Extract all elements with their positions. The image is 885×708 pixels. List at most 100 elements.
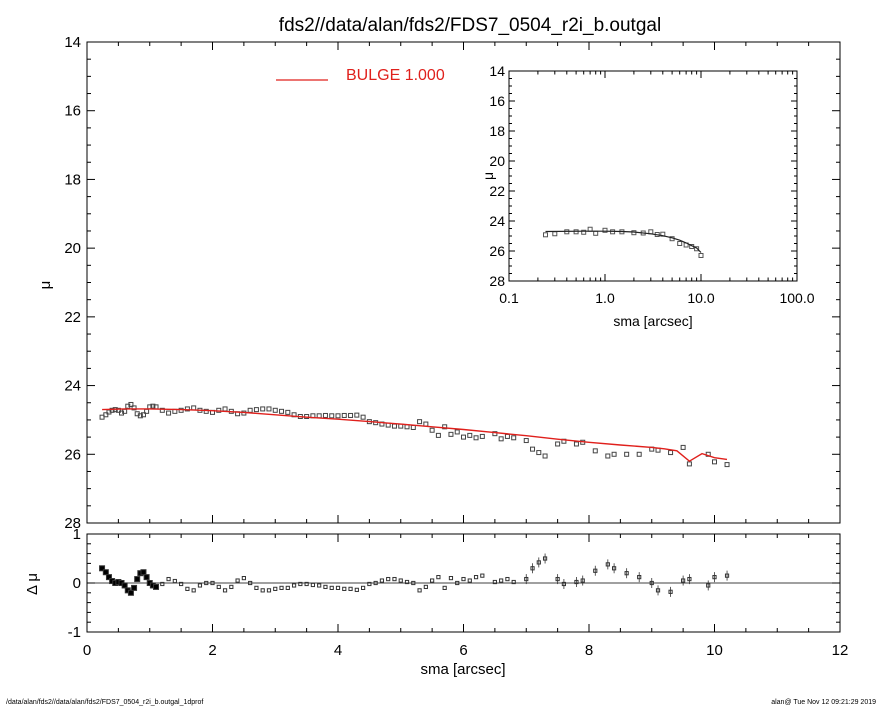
residual-point	[153, 583, 160, 590]
inset-ytick-label: 20	[489, 153, 505, 169]
data-point	[260, 406, 266, 412]
data-point	[348, 412, 354, 418]
data-point	[573, 441, 579, 447]
inset-point	[602, 227, 608, 233]
data-point	[530, 446, 536, 452]
main-ytick-label: 14	[64, 34, 81, 51]
data-point	[417, 419, 423, 425]
residual-point	[204, 580, 209, 586]
residual-point	[291, 583, 297, 588]
residual-point	[160, 581, 165, 587]
data-point	[498, 436, 504, 442]
residual-point	[411, 580, 416, 586]
data-point	[605, 453, 611, 459]
inset-ytick-label: 28	[489, 273, 505, 289]
legend-label: BULGE 1.000	[346, 67, 445, 84]
residual-point	[229, 584, 234, 590]
main-ytick-label: 24	[64, 378, 81, 395]
residual-x-axis-label: sma [arcsec]	[420, 661, 505, 678]
chart-title: fds2//data/alan/fds2/FDS7_0504_r2i_b.out…	[279, 15, 661, 36]
residual-point	[260, 588, 265, 593]
residual-point	[335, 585, 341, 590]
residual-point	[241, 576, 246, 581]
main-y-axis-label: μ	[37, 281, 54, 290]
inset-panel: 14 16 18 20 22 24 26 280.1 1.0 10.0 100.0 μ sma [a…	[480, 63, 815, 329]
residual-point	[172, 578, 177, 584]
residual-point	[361, 585, 366, 590]
data-point	[511, 435, 517, 441]
data-point	[316, 413, 322, 419]
inset-point	[694, 246, 700, 252]
residual-point	[417, 588, 422, 593]
main-ytick-label: 16	[64, 103, 81, 120]
residual-point	[473, 575, 479, 580]
data-point	[253, 407, 259, 413]
residual-point	[505, 576, 510, 582]
data-point	[341, 412, 347, 418]
residual-point	[273, 586, 278, 591]
data-point	[523, 438, 529, 444]
residual-point	[140, 569, 147, 576]
inset-xtick-label: 1.0	[595, 290, 615, 306]
data-point	[504, 433, 510, 439]
residual-point	[131, 584, 138, 591]
data-point	[448, 431, 454, 437]
data-point	[536, 450, 542, 456]
data-point	[128, 401, 134, 407]
main-data-points	[99, 401, 730, 468]
data-point	[467, 432, 473, 438]
residual-point	[191, 588, 196, 593]
main-ytick-label: 18	[64, 171, 81, 188]
data-point	[391, 423, 397, 429]
data-point	[222, 406, 228, 412]
data-point	[360, 414, 366, 420]
residual-point	[285, 585, 290, 590]
data-point	[473, 435, 479, 441]
residual-point	[99, 565, 106, 572]
data-point	[492, 431, 498, 437]
data-point	[322, 412, 328, 418]
inset-xtick-label: 100.0	[779, 290, 814, 306]
data-point	[166, 410, 172, 416]
inset-x-axis-label: sma [arcsec]	[613, 313, 692, 329]
main-ytick-label: 22	[64, 309, 81, 326]
residual-point	[248, 580, 253, 586]
residual-point	[492, 579, 497, 585]
data-point	[668, 450, 674, 456]
residual-xtick-label: 12	[832, 642, 849, 659]
residual-point	[499, 578, 504, 583]
residual-xtick-label: 2	[208, 642, 216, 659]
residual-y-axis-label: Δ μ	[24, 573, 41, 595]
residual-point	[134, 576, 141, 583]
data-point	[272, 407, 278, 413]
inset-ytick-label: 26	[489, 243, 505, 259]
data-point	[140, 412, 146, 418]
residual-point	[373, 580, 378, 586]
data-point	[686, 461, 692, 467]
data-point	[611, 451, 617, 457]
residual-data-points	[99, 553, 730, 597]
data-point	[636, 451, 642, 457]
inset-axis-ticks: 14 16 18 20 22 24 26 280.1 1.0 10.0 100.0	[489, 63, 814, 306]
residual-point	[210, 580, 215, 586]
residual-point	[323, 584, 328, 590]
residual-point	[436, 575, 441, 580]
residual-xtick-label: 0	[83, 642, 91, 659]
residual-point	[379, 578, 385, 583]
inset-xtick-label: 10.0	[687, 290, 714, 306]
data-point	[131, 405, 137, 411]
inset-point	[581, 229, 587, 235]
inset-model-line	[545, 230, 702, 253]
residual-point	[143, 574, 150, 581]
residual-point	[354, 587, 359, 592]
data-point	[624, 451, 630, 457]
inset-ytick-label: 22	[489, 183, 505, 199]
main-panel: 14 16 18 20 22 24 26 28 μ BULGE 1.000	[37, 34, 841, 532]
inset-y-axis-label: μ	[480, 172, 496, 180]
residual-point	[329, 585, 334, 590]
inset-xtick-label: 0.1	[499, 290, 519, 306]
residual-point	[342, 586, 347, 591]
inset-frame	[508, 70, 798, 282]
residual-point	[423, 584, 428, 590]
residual-point	[102, 569, 109, 576]
